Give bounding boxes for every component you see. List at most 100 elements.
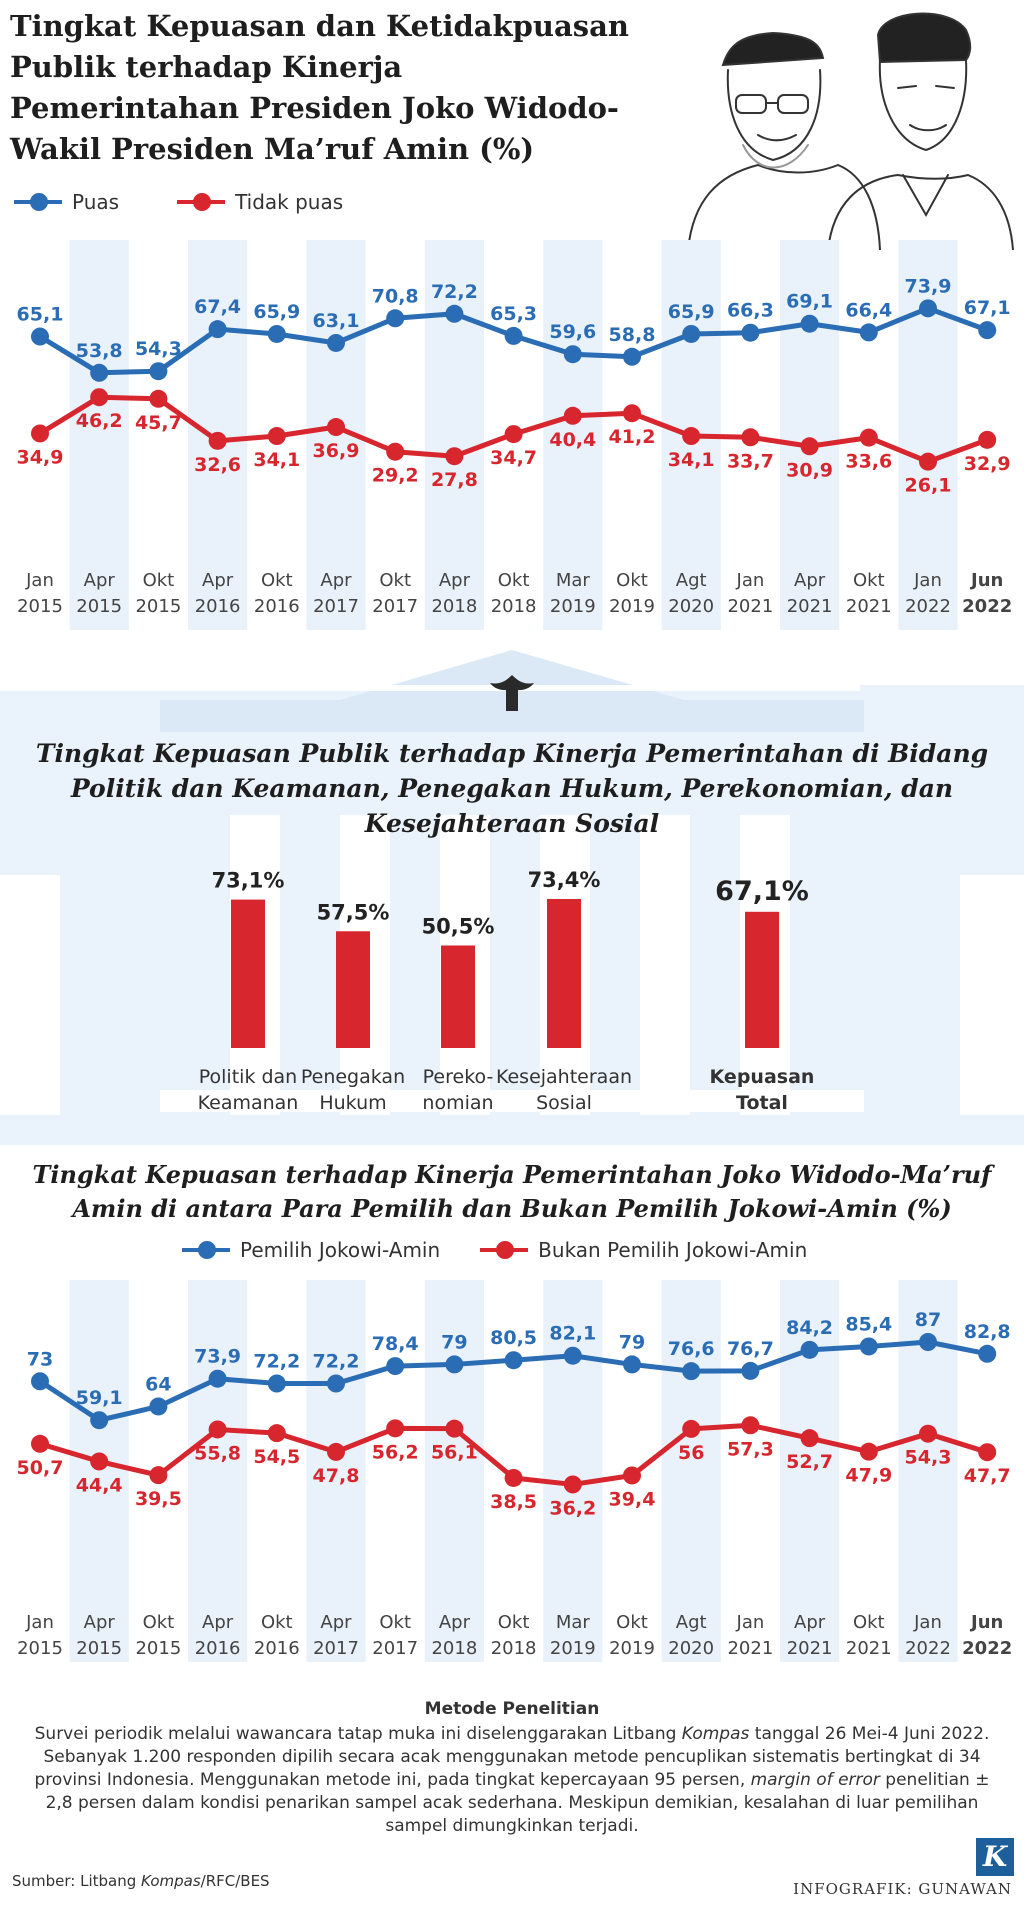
data-label: 64 bbox=[145, 1373, 171, 1395]
data-point bbox=[267, 1424, 286, 1443]
bar-category-label: Penegakan bbox=[301, 1066, 405, 1088]
x-tick-month: Apr bbox=[794, 1612, 826, 1633]
source-kompas: Kompas bbox=[141, 1872, 201, 1890]
x-tick-month: Jan bbox=[736, 570, 765, 591]
x-tick-year: 2016 bbox=[254, 596, 300, 617]
bar-category-label: Sosial bbox=[536, 1092, 592, 1114]
bar-category-label: Total bbox=[736, 1092, 788, 1114]
data-point bbox=[90, 1411, 109, 1430]
x-tick-month: Jan bbox=[25, 570, 54, 591]
data-label: 84,2 bbox=[786, 1317, 833, 1339]
data-point bbox=[149, 1397, 168, 1416]
data-label: 39,5 bbox=[135, 1488, 182, 1510]
column-stripe bbox=[543, 240, 603, 630]
data-label: 72,2 bbox=[313, 1350, 360, 1372]
x-tick-year: 2022 bbox=[905, 596, 951, 617]
x-tick-year: 2015 bbox=[17, 596, 63, 617]
x-tick-year: 2019 bbox=[609, 596, 655, 617]
data-label: 79 bbox=[619, 1331, 645, 1353]
x-tick-month: Agt bbox=[676, 1612, 707, 1633]
x-tick-year: 2021 bbox=[846, 1638, 892, 1659]
method-text-moe: margin of error bbox=[750, 1770, 880, 1790]
data-point bbox=[741, 1416, 760, 1435]
x-tick-year: 2017 bbox=[372, 596, 418, 617]
data-label: 46,2 bbox=[76, 410, 123, 432]
x-tick-year: 2016 bbox=[254, 1638, 300, 1659]
column-stripe bbox=[780, 240, 840, 630]
data-point bbox=[386, 309, 405, 328]
data-label: 26,1 bbox=[905, 475, 952, 497]
data-point bbox=[149, 389, 168, 408]
data-point bbox=[741, 323, 760, 342]
chart-kepuasan-pemilih: 73 59,1 64 73,9 72,2 72,2 78,4 79 80,5 82,1 79 76,6… bbox=[17, 1280, 1012, 1662]
x-tick-year: 2015 bbox=[135, 1638, 181, 1659]
x-tick-year: 2019 bbox=[550, 1638, 596, 1659]
x-tick-year: 2020 bbox=[668, 1638, 714, 1659]
data-point bbox=[31, 327, 49, 346]
data-label: 34,1 bbox=[253, 449, 300, 471]
data-point bbox=[682, 1362, 701, 1381]
x-tick-month: Okt bbox=[853, 1612, 885, 1633]
data-point bbox=[445, 1419, 464, 1438]
data-point bbox=[267, 324, 286, 343]
data-label: 65,1 bbox=[17, 304, 64, 326]
data-point bbox=[90, 1452, 109, 1471]
data-label: 54,5 bbox=[253, 1446, 300, 1468]
x-tick-month: Jun bbox=[969, 570, 1003, 591]
x-tick-month: Okt bbox=[379, 1612, 411, 1633]
data-point bbox=[919, 1424, 937, 1443]
data-label: 65,9 bbox=[668, 301, 715, 323]
x-tick-month: Agt bbox=[676, 570, 707, 591]
column-stripe bbox=[661, 1280, 721, 1662]
data-label: 73 bbox=[27, 1348, 53, 1370]
data-label: 66,3 bbox=[727, 300, 774, 322]
data-label: 33,7 bbox=[727, 450, 774, 472]
data-point bbox=[563, 1346, 582, 1365]
data-point bbox=[919, 1333, 937, 1351]
x-tick-month: Mar bbox=[556, 570, 591, 591]
data-point bbox=[504, 1351, 523, 1370]
data-label: 65,3 bbox=[490, 303, 537, 325]
x-tick-month: Apr bbox=[202, 1612, 234, 1633]
data-point bbox=[741, 1361, 760, 1380]
data-point bbox=[682, 427, 701, 446]
data-label: 39,4 bbox=[609, 1488, 656, 1510]
data-label: 38,5 bbox=[490, 1491, 537, 1513]
data-point bbox=[445, 304, 464, 323]
data-point bbox=[445, 447, 464, 466]
data-point bbox=[90, 388, 109, 407]
x-tick-month: Jun bbox=[969, 1612, 1003, 1633]
data-point bbox=[149, 362, 168, 381]
data-label: 85,4 bbox=[845, 1313, 892, 1335]
data-label: 67,1 bbox=[964, 297, 1011, 319]
x-tick-year: 2022 bbox=[962, 596, 1012, 617]
data-point bbox=[563, 1475, 582, 1494]
data-label: 41,2 bbox=[609, 426, 656, 448]
bar-category-label: nomian bbox=[422, 1092, 493, 1114]
data-label: 73,9 bbox=[194, 1346, 241, 1368]
x-tick-month: Okt bbox=[853, 570, 885, 591]
x-tick-month: Okt bbox=[498, 1612, 530, 1633]
bar-2 bbox=[441, 945, 475, 1048]
x-tick-year: 2017 bbox=[372, 1638, 418, 1659]
data-label: 69,1 bbox=[786, 291, 833, 313]
infographic-title: Tingkat Kepuasan dan Ketidakpuasan Publi… bbox=[10, 9, 629, 166]
data-point bbox=[208, 320, 227, 339]
data-label: 54,3 bbox=[905, 1447, 952, 1469]
data-point bbox=[800, 1340, 819, 1359]
data-label: 66,4 bbox=[845, 299, 892, 321]
x-tick-month: Okt bbox=[498, 570, 530, 591]
data-label: 65,9 bbox=[253, 301, 300, 323]
chart-kepuasan-bidang: 73,1% Politik dan Keamanan 57,5% Penegakan Hu… bbox=[198, 868, 815, 1114]
chart3-title: Tingkat Kepuasan terhadap Kinerja Pemeri… bbox=[32, 1160, 992, 1223]
column-stripe bbox=[188, 1280, 248, 1662]
data-label: 33,6 bbox=[845, 451, 892, 473]
data-label: 87 bbox=[915, 1309, 941, 1331]
x-tick-month: Okt bbox=[379, 570, 411, 591]
data-point bbox=[504, 425, 523, 444]
bar-category-label: Politik dan bbox=[199, 1066, 297, 1088]
chart2-title: Tingkat Kepuasan Publik terhadap Kinerja… bbox=[35, 739, 989, 838]
data-label: 32,6 bbox=[194, 454, 241, 476]
data-point bbox=[208, 1420, 227, 1439]
data-point bbox=[327, 333, 345, 352]
